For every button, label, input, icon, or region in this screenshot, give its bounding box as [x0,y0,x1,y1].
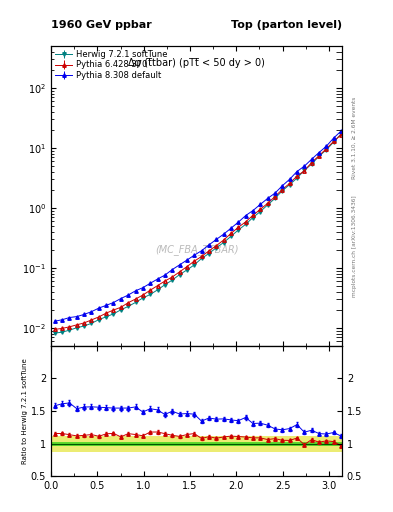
Text: Δφ (t̅tbar) (pTt̅ < 50 dy > 0): Δφ (t̅tbar) (pTt̅ < 50 dy > 0) [128,58,265,68]
Y-axis label: Ratio to Herwig 7.2.1 softTune: Ratio to Herwig 7.2.1 softTune [22,358,28,464]
Text: mcplots.cern.ch [arXiv:1306.3436]: mcplots.cern.ch [arXiv:1306.3436] [352,195,357,296]
Text: Rivet 3.1.10, ≥ 2.6M events: Rivet 3.1.10, ≥ 2.6M events [352,97,357,179]
Legend: Herwig 7.2.1 softTune, Pythia 6.428 370, Pythia 8.308 default: Herwig 7.2.1 softTune, Pythia 6.428 370,… [53,49,169,81]
Bar [51,442,342,445]
Text: 1960 GeV ppbar: 1960 GeV ppbar [51,19,152,30]
Bar [51,436,342,452]
Text: (MC_FBA_TTBAR): (MC_FBA_TTBAR) [155,244,238,255]
Text: Top (parton level): Top (parton level) [231,19,342,30]
